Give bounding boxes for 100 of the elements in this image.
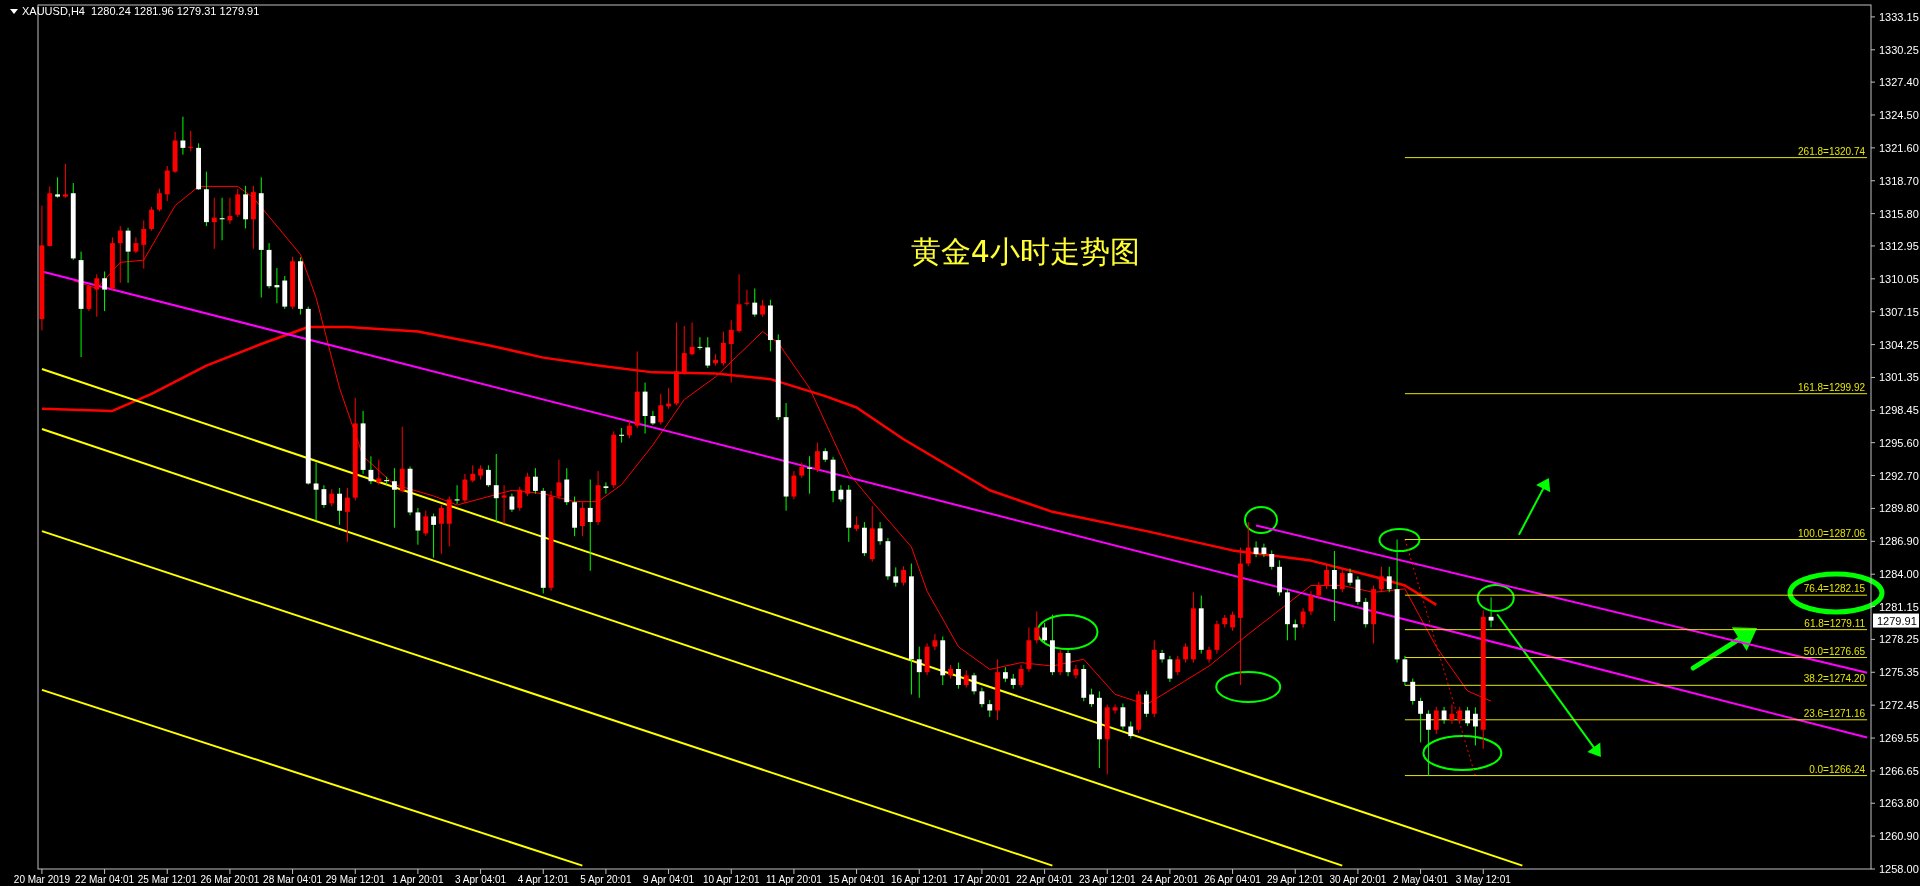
chart-title: XAUUSD,H4 1280.24 1281.96 1279.31 1279.91 <box>22 5 260 17</box>
candlestick <box>431 513 437 559</box>
candlestick <box>838 484 844 503</box>
candlestick <box>752 287 758 318</box>
y-tick-label: 1275.35 <box>1879 666 1919 679</box>
x-tick-label: 11 Apr 20:01 <box>765 874 823 885</box>
series-label: 261.8=1320.74 <box>1798 145 1866 157</box>
series-label: 161.8=1299.92 <box>1798 381 1866 393</box>
candlestick <box>705 336 711 369</box>
series-label: 0.0=1266.24 <box>1809 763 1866 775</box>
candlestick <box>1488 596 1494 628</box>
candlestick <box>1308 590 1314 616</box>
y-tick-label: 1324.50 <box>1879 108 1919 121</box>
x-tick-label: 5 Apr 20:01 <box>580 874 632 885</box>
candlestick <box>603 481 609 495</box>
y-tick-label: 1315.80 <box>1879 207 1919 220</box>
x-tick-label: 16 Apr 12:01 <box>890 874 949 885</box>
candlestick <box>438 504 444 555</box>
candlestick <box>1018 664 1024 689</box>
y-tick-label: 1333.15 <box>1879 10 1919 23</box>
candlestick <box>313 462 319 521</box>
candlestick <box>1425 709 1431 777</box>
candlestick <box>62 163 68 199</box>
candlestick <box>697 336 703 351</box>
candlestick <box>1418 697 1424 743</box>
candlestick <box>211 197 217 250</box>
candlestick <box>1465 706 1471 727</box>
y-tick-label: 1312.95 <box>1879 239 1919 252</box>
candlestick <box>1183 642 1189 664</box>
candlestick <box>1261 543 1267 558</box>
candlestick <box>1042 622 1048 644</box>
x-tick-label: 28 Mar 04:01 <box>263 874 323 885</box>
x-tick-label: 26 Apr 04:01 <box>1204 874 1262 885</box>
candlestick <box>485 464 491 488</box>
candlestick <box>274 267 280 304</box>
candlestick <box>1175 655 1181 676</box>
y-tick-label: 1310.05 <box>1879 272 1919 285</box>
candlestick <box>102 270 108 312</box>
candlestick <box>1363 597 1369 628</box>
x-tick-label: 3 Apr 04:01 <box>455 874 507 885</box>
y-tick-label: 1307.15 <box>1879 305 1919 318</box>
candlestick <box>1269 549 1275 571</box>
candlestick <box>814 442 820 473</box>
x-tick-label: 26 Mar 20:01 <box>200 874 260 885</box>
candlestick <box>391 467 397 529</box>
y-tick-label: 1298.45 <box>1879 404 1919 417</box>
y-tick-label: 1304.25 <box>1879 338 1919 351</box>
candlestick <box>399 426 405 494</box>
candlestick <box>493 453 499 523</box>
series-label: 100.0=1287.06 <box>1798 527 1866 539</box>
x-tick-label: 23 Apr 12:01 <box>1078 874 1137 885</box>
candlestick <box>955 662 961 690</box>
candlestick <box>650 410 656 426</box>
candlestick <box>94 273 100 318</box>
x-tick-label: 25 Mar 12:01 <box>137 874 198 885</box>
y-tick-label: 1266.65 <box>1879 764 1919 777</box>
y-tick-label: 1269.55 <box>1879 732 1919 745</box>
candlestick <box>517 486 523 512</box>
candlestick <box>587 479 593 572</box>
series-label: 50.0=1276.65 <box>1803 645 1866 657</box>
text: 1279.91 <box>1877 614 1917 627</box>
candlestick <box>1143 690 1149 718</box>
y-tick-label: 1260.90 <box>1879 830 1919 843</box>
x-tick-label: 9 Apr 04:01 <box>643 874 695 885</box>
candlestick <box>901 565 907 587</box>
candlestick <box>368 455 374 485</box>
x-tick-label: 4 Apr 12:01 <box>517 874 570 885</box>
y-tick-label: 1286.90 <box>1879 535 1919 548</box>
candlestick <box>916 646 922 699</box>
candlestick <box>509 493 515 513</box>
candlestick <box>86 284 92 312</box>
x-tick-label: 24 Apr 20:01 <box>1141 874 1199 885</box>
series-label: 38.2=1274.20 <box>1803 673 1866 685</box>
candlestick <box>532 467 538 495</box>
candlestick <box>1057 648 1063 676</box>
candlestick <box>1331 550 1337 622</box>
x-tick-label: 22 Mar 04:01 <box>75 874 135 885</box>
candlestick <box>227 197 233 225</box>
candlestick <box>1355 575 1361 606</box>
candlestick <box>791 470 797 500</box>
candlestick <box>462 473 468 504</box>
candlestick <box>1292 619 1298 641</box>
y-tick-label: 1292.70 <box>1879 469 1919 482</box>
candlestick <box>125 227 131 284</box>
candlestick <box>1120 702 1126 731</box>
candlestick <box>1159 649 1165 664</box>
candlestick <box>235 188 241 218</box>
candlestick <box>321 484 327 509</box>
y-tick-label: 1263.80 <box>1879 797 1919 810</box>
candlestick <box>376 459 382 486</box>
candlestick <box>1245 521 1251 567</box>
y-tick-label: 1272.45 <box>1879 699 1919 712</box>
candlestick <box>141 219 147 270</box>
x-tick-label: 29 Apr 12:01 <box>1266 874 1325 885</box>
x-tick-label: 29 Mar 12:01 <box>325 874 386 885</box>
series-label: 76.4=1282.15 <box>1803 583 1866 595</box>
candlestick <box>344 487 350 543</box>
candlestick <box>893 566 899 588</box>
candlestick <box>1378 566 1384 593</box>
x-tick-label: 2 May 04:01 <box>1393 874 1449 885</box>
